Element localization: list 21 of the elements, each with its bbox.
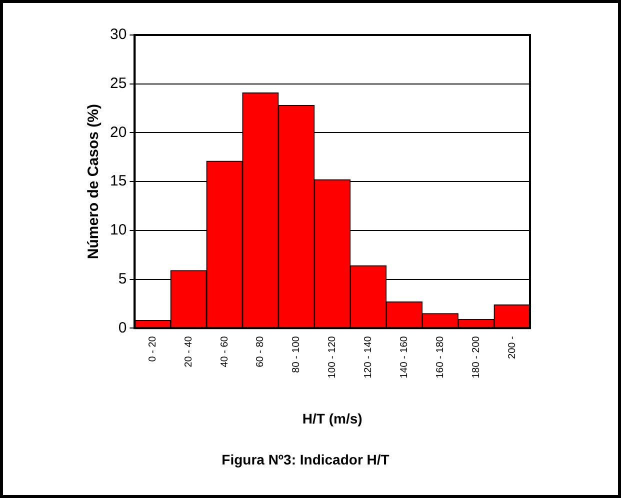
x-tick-label: 180 - 200 <box>470 336 482 378</box>
x-tick-label: 200 - <box>506 336 518 359</box>
x-axis-title: H/T (m/s) <box>302 410 362 427</box>
y-tick-label: 15 <box>110 172 127 190</box>
x-tick-label: 100 - 120 <box>327 336 338 378</box>
x-tick-label: 20 - 40 <box>183 336 194 368</box>
y-tick-label: 30 <box>110 26 127 44</box>
x-tick-label: 160 - 180 <box>434 336 446 378</box>
y-tick-label: 20 <box>110 124 127 141</box>
x-tick-label: 40 - 60 <box>219 336 230 368</box>
x-tick-label: 120 - 140 <box>363 336 374 378</box>
text: Figura Nº3: Indicador H/T <box>222 451 390 468</box>
y-tick-label: 5 <box>118 270 127 288</box>
y-tick-label: 0 <box>118 319 127 336</box>
x-tick-label: 140 - 160 <box>398 336 410 378</box>
y-tick-label: 25 <box>110 75 127 92</box>
y-tick-label: 10 <box>110 222 127 239</box>
x-tick-label: 60 - 80 <box>255 336 266 368</box>
x-tick-label: 0 - 20 <box>147 336 158 362</box>
x-tick-label: 80 - 100 <box>291 336 302 373</box>
y-axis-title: Número de Casos (%) <box>85 104 102 260</box>
